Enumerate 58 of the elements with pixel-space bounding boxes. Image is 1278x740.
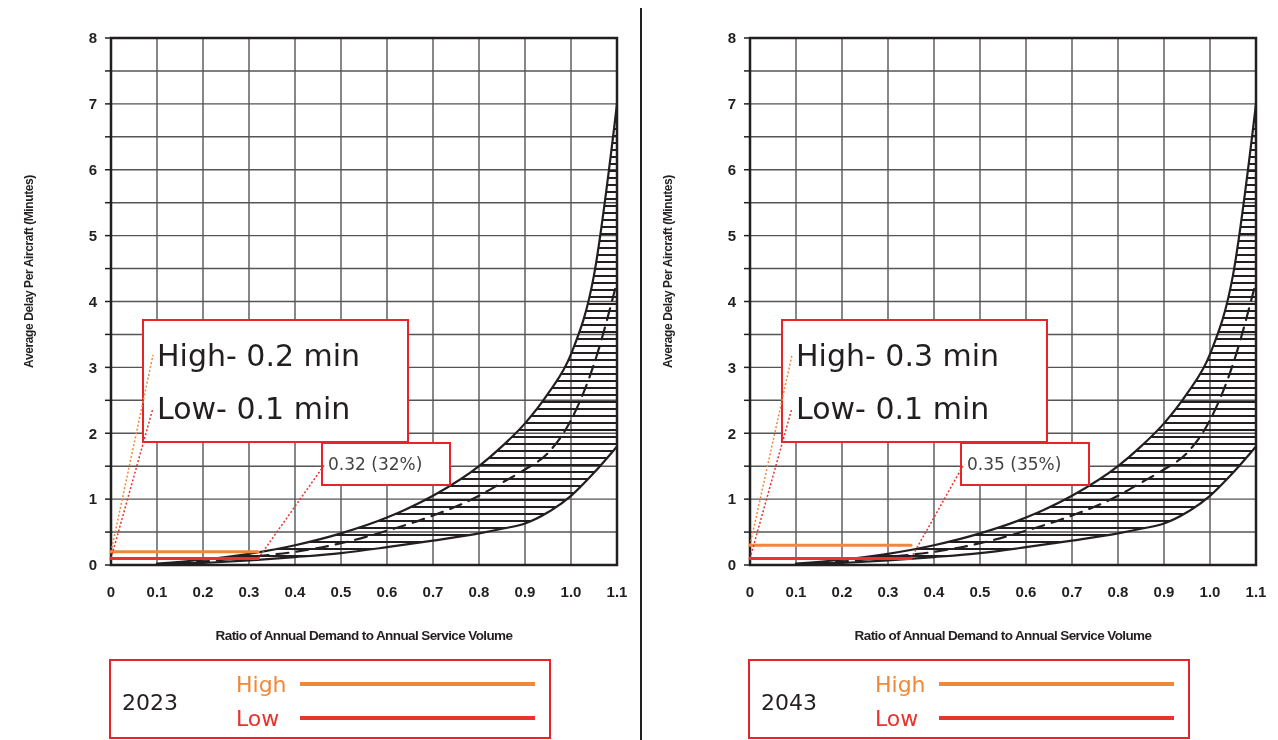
x-tick-label: 0.5 (330, 583, 352, 600)
annotation: Low- 0.1 min (157, 390, 351, 426)
y-tick-label: 5 (88, 226, 97, 244)
legend-title: 2043 (761, 689, 817, 715)
x-tick-label: 0.1 (146, 583, 168, 600)
y-axis-title: Average Delay Per Aircraft (Minutes) (22, 174, 36, 368)
annotation: High- 0.3 min (796, 337, 1000, 373)
x-tick-label: 0.2 (192, 583, 214, 600)
x-tick-label: 0.7 (422, 583, 444, 600)
y-tick-label: 6 (727, 161, 736, 178)
annotation: 0.32 (32%) (328, 453, 423, 474)
y-tick-label: 1 (727, 490, 736, 508)
x-tick-label: 0.7 (1061, 583, 1083, 600)
x-tick-label: 0.8 (1107, 583, 1129, 600)
y-tick-label: 8 (727, 29, 736, 47)
x-tick-label: 0.2 (831, 583, 853, 600)
x-tick-label: 0.6 (1015, 583, 1037, 600)
annotation: Low- 0.1 min (796, 390, 990, 426)
y-tick-label: 4 (727, 292, 737, 310)
x-tick-label: 0.4 (923, 583, 946, 600)
x-tick-label: 0.5 (969, 583, 991, 600)
x-tick-label: 1.0 (560, 583, 582, 600)
x-axis-title: Ratio of Annual Demand to Annual Service Volume (854, 628, 1153, 643)
x-tick-label: 0 (745, 583, 755, 600)
y-tick-label: 3 (727, 358, 736, 376)
y-tick-label: 7 (727, 95, 736, 113)
x-axis-title: Ratio of Annual Demand to Annual Service Volume (215, 628, 514, 643)
y-axis-title: Average Delay Per Aircraft (Minutes) (661, 174, 675, 368)
y-tick-label: 2 (727, 424, 736, 442)
y-tick-label: 4 (88, 292, 98, 310)
x-tick-label: 0.9 (514, 583, 536, 600)
annotation: 0.35 (35%) (967, 453, 1062, 474)
x-tick-label: 0.3 (238, 583, 260, 600)
x-tick-label: 1.0 (1199, 583, 1221, 600)
x-tick-label: 0.1 (785, 583, 807, 600)
y-tick-label: 0 (727, 556, 736, 574)
text: High (875, 671, 926, 697)
x-tick-label: 0 (106, 583, 116, 600)
y-tick-label: 5 (727, 226, 736, 244)
y-tick-label: 3 (88, 358, 97, 376)
y-tick-label: 8 (88, 29, 97, 47)
y-tick-label: 6 (88, 161, 97, 178)
x-tick-label: 1.1 (1245, 583, 1267, 600)
text: Low (236, 705, 280, 731)
y-tick-label: 2 (88, 424, 97, 442)
y-tick-label: 1 (88, 490, 97, 508)
y-tick-label: 7 (88, 95, 97, 113)
x-tick-label: 0.3 (877, 583, 899, 600)
x-tick-label: 0.6 (376, 583, 398, 600)
y-tick-label: 0 (88, 556, 97, 574)
x-tick-label: 0.4 (284, 583, 307, 600)
x-tick-label: 1.1 (606, 583, 628, 600)
annotation: High- 0.2 min (157, 337, 361, 373)
text: Low (875, 705, 919, 731)
x-tick-label: 0.8 (468, 583, 490, 600)
text: High (236, 671, 287, 697)
x-tick-label: 0.9 (1153, 583, 1175, 600)
legend-title: 2023 (122, 689, 178, 715)
